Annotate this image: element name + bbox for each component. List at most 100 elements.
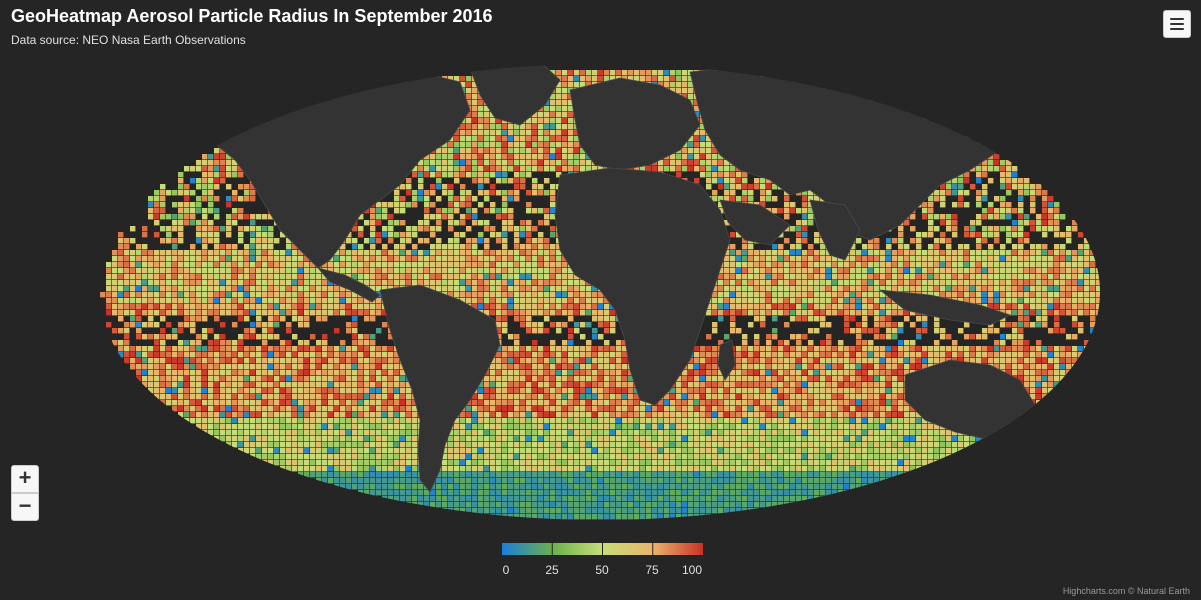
heatmap-cell xyxy=(412,196,418,202)
heatmap-cell xyxy=(1072,322,1078,328)
heatmap-cell xyxy=(1060,256,1066,262)
heatmap-cell xyxy=(460,136,466,142)
heatmap-cell xyxy=(964,202,970,208)
heatmap-cell xyxy=(778,256,784,262)
heatmap-cell xyxy=(790,202,796,208)
heatmap-cell xyxy=(538,124,544,130)
heatmap-cell xyxy=(1042,208,1048,214)
heatmap-cell xyxy=(1006,172,1012,178)
heatmap-cell xyxy=(550,304,556,310)
heatmap-cell xyxy=(184,202,190,208)
heatmap-cell xyxy=(184,322,190,328)
heatmap-cell xyxy=(424,160,430,166)
heatmap-cell xyxy=(1006,310,1012,316)
heatmap-cell xyxy=(238,304,244,310)
heatmap-cell xyxy=(1000,274,1006,280)
heatmap-cell xyxy=(202,172,208,178)
heatmap-cell xyxy=(520,130,526,136)
heatmap-cell xyxy=(154,202,160,208)
heatmap-cell xyxy=(112,262,118,268)
heatmap-cell xyxy=(946,262,952,268)
heatmap-cell xyxy=(472,238,478,244)
heatmap-cell xyxy=(286,250,292,256)
heatmap-cell xyxy=(1066,280,1072,286)
heatmap-cell xyxy=(796,316,802,322)
heatmap-cell xyxy=(502,124,508,130)
heatmap-cell xyxy=(568,142,574,148)
heatmap-cell xyxy=(190,178,196,184)
heatmap-cell xyxy=(196,298,202,304)
heatmap-cell xyxy=(184,280,190,286)
heatmap-cell xyxy=(118,316,124,322)
heatmap-cell xyxy=(526,298,532,304)
heatmap-cell xyxy=(964,268,970,274)
heatmap-cell xyxy=(352,310,358,316)
heatmap-cell xyxy=(508,262,514,268)
heatmap-cell xyxy=(454,130,460,136)
heatmap-cell xyxy=(130,304,136,310)
heatmap-cell xyxy=(676,88,682,94)
heatmap-cell xyxy=(742,238,748,244)
heatmap-cell xyxy=(574,274,580,280)
heatmap-cell xyxy=(958,190,964,196)
heatmap-cell xyxy=(850,274,856,280)
heatmap-cell xyxy=(400,274,406,280)
heatmap-cell xyxy=(226,196,232,202)
heatmap-cell xyxy=(388,268,394,274)
heatmap-cell xyxy=(934,274,940,280)
heatmap-cell xyxy=(292,310,298,316)
heatmap-cell xyxy=(1054,202,1060,208)
heatmap-cell xyxy=(160,256,166,262)
heatmap-cell xyxy=(160,292,166,298)
heatmap-cell xyxy=(748,298,754,304)
heatmap-cell xyxy=(580,322,586,328)
heatmap-cell xyxy=(484,124,490,130)
heatmap-cell xyxy=(154,298,160,304)
heatmap-cell xyxy=(1060,232,1066,238)
heatmap-cell xyxy=(928,274,934,280)
heatmap-cell xyxy=(946,184,952,190)
heatmap-cell xyxy=(304,316,310,322)
export-menu-button[interactable] xyxy=(1163,10,1191,38)
heatmap-cell xyxy=(1054,310,1060,316)
heatmap-cell xyxy=(496,154,502,160)
heatmap-cell xyxy=(766,280,772,286)
heatmap-cell xyxy=(208,160,214,166)
heatmap-cell xyxy=(256,298,262,304)
heatmap-cell xyxy=(706,178,712,184)
heatmap-cell xyxy=(766,190,772,196)
heatmap-cell xyxy=(268,316,274,322)
heatmap-cell xyxy=(550,292,556,298)
heatmap-cell xyxy=(502,208,508,214)
heatmap-cell xyxy=(754,316,760,322)
heatmap-cell xyxy=(1006,298,1012,304)
heatmap-cell xyxy=(784,238,790,244)
heatmap-cell xyxy=(892,274,898,280)
heatmap-cell xyxy=(298,268,304,274)
heatmap-cell xyxy=(814,274,820,280)
heatmap-cell xyxy=(724,268,730,274)
heatmap-cell xyxy=(1000,226,1006,232)
heatmap-cell xyxy=(886,256,892,262)
heatmap-cell xyxy=(454,136,460,142)
heatmap-cell xyxy=(1042,316,1048,322)
heatmap-cell xyxy=(1000,178,1006,184)
heatmap-cell xyxy=(514,316,520,322)
heatmap-cell xyxy=(460,148,466,154)
heatmap-cell xyxy=(136,286,142,292)
heatmap-cell xyxy=(718,208,724,214)
heatmap-cell xyxy=(520,262,526,268)
heatmap-cell xyxy=(376,202,382,208)
heatmap-cell xyxy=(1042,322,1048,328)
heatmap-cell xyxy=(466,214,472,220)
heatmap-cell xyxy=(466,112,472,118)
heatmap-cell xyxy=(358,268,364,274)
heatmap-cell xyxy=(466,238,472,244)
heatmap-cell xyxy=(310,298,316,304)
heatmap-cell xyxy=(226,280,232,286)
heatmap-cell xyxy=(280,286,286,292)
heatmap-cell xyxy=(916,268,922,274)
heatmap-cell xyxy=(754,286,760,292)
